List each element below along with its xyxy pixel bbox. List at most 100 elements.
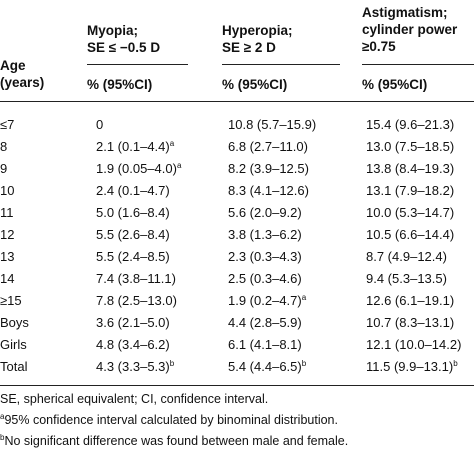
hyperopia-cell-text: 4.4 (2.8–5.9): [228, 315, 302, 330]
myopia-cell-text: 4.8 (3.4–6.2): [96, 337, 170, 352]
hyperopia-cell: 1.9 (0.2–4.7)a: [228, 293, 306, 309]
hyperopia-cell: 10.8 (5.7–15.9): [228, 117, 316, 133]
hyperopia-header-line1: Hyperopia;: [222, 23, 293, 38]
footnote-a: a95% confidence interval calculated by b…: [0, 412, 338, 428]
age-cell: Boys: [0, 315, 29, 331]
astigmatism-cell-text: 10.0 (5.3–14.7): [366, 205, 455, 220]
age-header-line2: (years): [0, 75, 45, 90]
age-cell: 14: [0, 271, 14, 287]
hyperopia-subheader: % (95%CI): [222, 77, 288, 92]
myopia-cell: 2.1 (0.1–4.4)a: [96, 139, 174, 155]
age-cell-text: 9: [0, 161, 8, 176]
age-cell-text: Total: [0, 359, 28, 374]
header-bottom-rule: [0, 101, 474, 102]
table-bottom-rule: [0, 385, 474, 386]
hyperopia-header: Hyperopia; SE ≥ 2 D: [222, 22, 293, 56]
age-cell-text: 13: [0, 249, 15, 264]
myopia-header-line2: SE ≤ −0.5 D: [87, 40, 161, 55]
age-cell: ≤7: [0, 117, 14, 133]
myopia-cell-text: 4.3 (3.3–5.3): [96, 359, 170, 374]
age-cell-text: Girls: [0, 337, 27, 352]
astigmatism-cell-text: 15.4 (9.6–21.3): [366, 117, 455, 132]
astigmatism-header-rule: [362, 64, 474, 65]
footnote-b-text: No significant difference was found betw…: [4, 434, 349, 448]
footnote-b: bNo significant difference was found bet…: [0, 433, 348, 449]
hyperopia-cell: 6.8 (2.7–11.0): [228, 139, 308, 155]
myopia-cell: 4.3 (3.3–5.3)b: [96, 359, 174, 375]
age-cell-text: 8: [0, 139, 8, 154]
age-cell: 8: [0, 139, 7, 155]
hyperopia-cell-text: 5.6 (2.0–9.2): [228, 205, 302, 220]
myopia-header-line1: Myopia;: [87, 23, 139, 38]
hyperopia-cell-footnote-mark: a: [301, 293, 307, 302]
hyperopia-cell-text: 3.8 (1.3–6.2): [228, 227, 302, 242]
myopia-cell: 2.4 (0.1–4.7): [96, 183, 170, 199]
myopia-cell: 0: [96, 117, 103, 133]
myopia-cell: 5.0 (1.6–8.4): [96, 205, 170, 221]
hyperopia-cell: 5.6 (2.0–9.2): [228, 205, 302, 221]
astigmatism-subheader: % (95%CI): [362, 77, 428, 92]
myopia-cell: 7.8 (2.5–13.0): [96, 293, 177, 309]
footnote-a-mark: a: [0, 412, 5, 421]
age-header-line1: Age: [0, 58, 26, 73]
astigmatism-cell-text: 10.7 (8.3–13.1): [366, 315, 455, 330]
age-header: Age (years): [0, 57, 44, 91]
hyperopia-cell-text: 5.4 (4.4–6.5): [228, 359, 302, 374]
age-cell-text: 11: [0, 205, 14, 220]
hyperopia-cell: 8.2 (3.9–12.5): [228, 161, 309, 177]
age-cell-text: 12: [0, 227, 15, 242]
hyperopia-cell-text: 8.3 (4.1–12.6): [228, 183, 309, 198]
hyperopia-cell-text: 1.9 (0.2–4.7): [228, 293, 302, 308]
myopia-cell-text: 2.1 (0.1–4.4): [96, 139, 170, 154]
age-cell: ≥15: [0, 293, 22, 309]
hyperopia-cell-text: 6.8 (2.7–11.0): [228, 139, 308, 154]
hyperopia-cell: 2.3 (0.3–4.3): [228, 249, 302, 265]
myopia-cell-text: 1.9 (0.05–4.0): [96, 161, 177, 176]
myopia-cell-text: 7.4 (3.8–11.1): [96, 271, 176, 286]
age-cell: 12: [0, 227, 14, 243]
footnote-b-mark: b: [0, 433, 5, 442]
age-cell-text: Boys: [0, 315, 29, 330]
myopia-cell: 3.6 (2.1–5.0): [96, 315, 170, 331]
hyperopia-cell: 6.1 (4.1–8.1): [228, 337, 302, 353]
hyperopia-cell-text: 2.5 (0.3–4.6): [228, 271, 302, 286]
myopia-cell: 5.5 (2.6–8.4): [96, 227, 170, 243]
astigmatism-cell: 10.0 (5.3–14.7): [366, 205, 454, 221]
astigmatism-cell: 9.4 (5.3–13.5): [366, 271, 447, 287]
myopia-cell-text: 5.0 (1.6–8.4): [96, 205, 170, 220]
hyperopia-header-line2: SE ≥ 2 D: [222, 40, 276, 55]
age-cell-text: ≥15: [0, 293, 22, 308]
astigmatism-cell: 10.5 (6.6–14.4): [366, 227, 454, 243]
age-cell: 9: [0, 161, 7, 177]
myopia-cell-text: 2.4 (0.1–4.7): [96, 183, 170, 198]
myopia-cell: 5.5 (2.4–8.5): [96, 249, 170, 265]
astigmatism-cell: 10.7 (8.3–13.1): [366, 315, 454, 331]
hyperopia-cell-text: 6.1 (4.1–8.1): [228, 337, 302, 352]
astigmatism-cell: 12.6 (6.1–19.1): [366, 293, 454, 309]
myopia-cell-text: 3.6 (2.1–5.0): [96, 315, 170, 330]
age-cell-text: 10: [0, 183, 15, 198]
age-cell: Total: [0, 359, 27, 375]
astigmatism-cell: 13.1 (7.9–18.2): [366, 183, 454, 199]
age-cell: 11: [0, 205, 14, 221]
age-cell: 10: [0, 183, 14, 199]
astigmatism-header-line1: Astigmatism;: [362, 5, 448, 20]
footnote-a-text: 95% confidence interval calculated by bi…: [4, 413, 338, 427]
astigmatism-header: Astigmatism; cylinder power ≥0.75: [362, 4, 457, 55]
astigmatism-cell: 13.0 (7.5–18.5): [366, 139, 454, 155]
astigmatism-cell-footnote-mark: b: [453, 359, 458, 368]
astigmatism-cell-text: 13.0 (7.5–18.5): [366, 139, 455, 154]
hyperopia-cell-text: 10.8 (5.7–15.9): [228, 117, 317, 132]
hyperopia-cell-text: 8.2 (3.9–12.5): [228, 161, 309, 176]
astigmatism-cell-text: 10.5 (6.6–14.4): [366, 227, 455, 242]
myopia-cell: 1.9 (0.05–4.0)a: [96, 161, 181, 177]
myopia-cell-text: 0: [96, 117, 104, 132]
astigmatism-cell: 13.8 (8.4–19.3): [366, 161, 454, 177]
astigmatism-header-line3: ≥0.75: [362, 39, 396, 54]
astigmatism-cell: 15.4 (9.6–21.3): [366, 117, 454, 133]
footnote-abbreviations: SE, spherical equivalent; CI, confidence…: [0, 392, 269, 406]
myopia-cell-text: 5.5 (2.6–8.4): [96, 227, 170, 242]
myopia-header-rule: [87, 64, 188, 65]
age-cell-text: 14: [0, 271, 15, 286]
astigmatism-cell: 12.1 (10.0–14.2): [366, 337, 461, 353]
